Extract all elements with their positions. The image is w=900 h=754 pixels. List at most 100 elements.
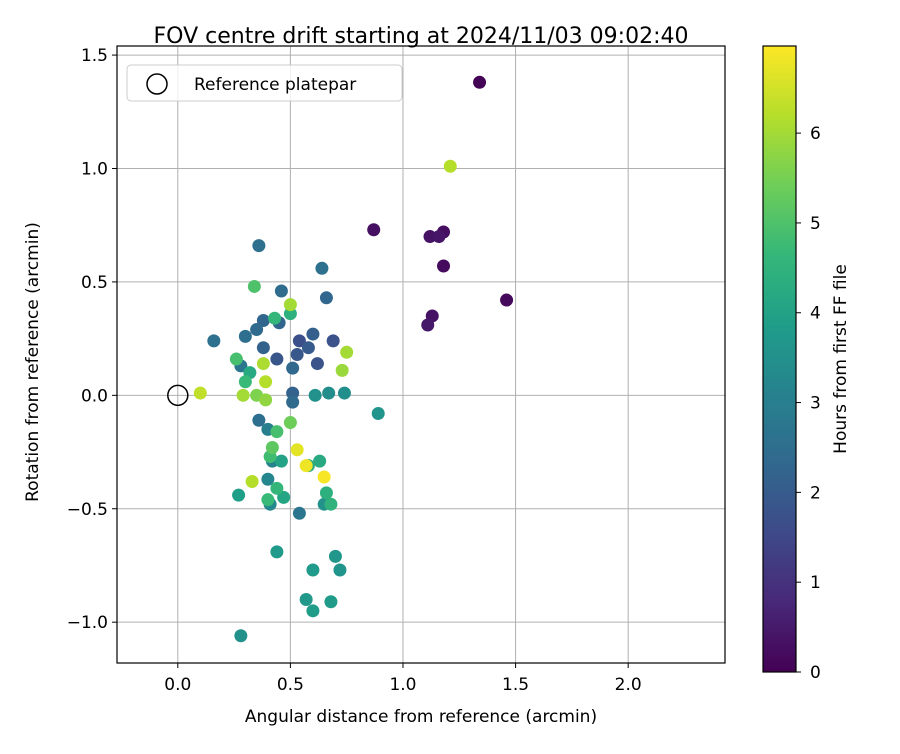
x-tick-label: 2.0 — [615, 675, 642, 695]
data-point — [306, 604, 320, 618]
data-point — [306, 563, 320, 577]
data-point — [290, 443, 304, 457]
data-point — [252, 413, 266, 427]
data-point — [270, 481, 284, 495]
data-point — [229, 352, 243, 366]
data-point — [238, 329, 252, 343]
data-point — [437, 259, 451, 273]
data-point — [286, 386, 300, 400]
data-points — [193, 75, 514, 643]
colorbar — [762, 45, 797, 673]
y-tick-label: −0.5 — [67, 500, 108, 520]
data-point — [268, 311, 282, 325]
colorbar-tick-label: 2 — [810, 483, 821, 503]
data-point — [252, 239, 266, 253]
data-point — [274, 454, 288, 468]
data-point — [283, 307, 297, 321]
data-point — [245, 475, 259, 489]
y-tick-label: 1.0 — [81, 159, 108, 179]
data-point — [317, 470, 331, 484]
data-point — [322, 386, 336, 400]
colorbar-label: Hours from first FF file — [831, 264, 851, 454]
data-point — [299, 592, 313, 606]
data-point — [283, 416, 297, 430]
data-point — [473, 75, 487, 89]
data-point — [324, 497, 338, 511]
x-tick-label: 1.5 — [502, 675, 529, 695]
data-point — [270, 352, 284, 366]
data-point — [234, 629, 248, 643]
colorbar-ticks: 0 1 2 3 4 5 6 — [796, 124, 821, 683]
data-point — [292, 334, 306, 348]
colorbar-tick-label: 5 — [810, 214, 821, 234]
y-axis-label: Rotation from reference (arcmin) — [23, 222, 43, 502]
x-tick-label: 0.0 — [164, 675, 191, 695]
chart-title: FOV centre drift starting at 2024/11/03 … — [154, 24, 689, 49]
data-point — [337, 386, 351, 400]
data-point — [274, 284, 288, 298]
data-point — [236, 388, 250, 402]
data-point — [259, 393, 273, 407]
data-point — [500, 293, 514, 307]
y-axis-ticks: −1.0 −0.5 0.0 0.5 1.0 1.5 — [67, 46, 117, 633]
data-point — [432, 230, 446, 244]
legend-open-circle-icon — [146, 73, 168, 95]
data-point — [310, 357, 324, 371]
data-point — [247, 279, 261, 293]
data-point — [324, 595, 338, 609]
data-point — [340, 345, 354, 359]
data-point — [319, 486, 333, 500]
data-point — [261, 472, 275, 486]
axes-frame — [116, 45, 726, 664]
data-point — [301, 341, 315, 355]
data-point — [335, 363, 349, 377]
colorbar-tick-label: 0 — [810, 663, 821, 683]
data-point — [283, 298, 297, 312]
data-point — [328, 549, 342, 563]
y-tick-label: 0.5 — [81, 273, 108, 293]
colorbar-tick-label: 1 — [810, 573, 821, 593]
data-point — [326, 334, 340, 348]
legend-box — [126, 64, 403, 102]
data-point — [292, 506, 306, 520]
x-axis-label: Angular distance from reference (arcmin) — [245, 707, 597, 727]
x-tick-label: 0.5 — [277, 675, 304, 695]
data-point — [207, 334, 221, 348]
data-point — [306, 327, 320, 341]
data-point — [256, 313, 270, 327]
data-point — [308, 388, 322, 402]
legend-label-reference-platepar: Reference platepar — [194, 75, 356, 95]
data-point — [333, 563, 347, 577]
data-point — [443, 159, 457, 173]
data-point — [261, 493, 275, 507]
legend: Reference platepar — [126, 64, 403, 102]
y-tick-label: 1.5 — [81, 46, 108, 66]
data-point — [371, 406, 385, 420]
x-axis-ticks: 0.0 0.5 1.0 1.5 2.0 — [164, 663, 642, 695]
data-point — [250, 323, 264, 337]
data-point — [265, 441, 279, 455]
data-point — [193, 386, 207, 400]
data-point — [313, 454, 327, 468]
colorbar-tick-label: 6 — [810, 124, 821, 144]
data-point — [256, 357, 270, 371]
y-tick-label: 0.0 — [81, 386, 108, 406]
data-point — [315, 261, 329, 275]
colorbar-tick-label: 4 — [810, 304, 821, 324]
data-point — [256, 341, 270, 355]
data-point — [270, 545, 284, 559]
colorbar-tick-label: 3 — [810, 394, 821, 414]
data-point — [423, 230, 437, 244]
y-tick-label: −1.0 — [67, 613, 108, 633]
reference-platepar-marker — [167, 384, 189, 407]
data-point — [299, 459, 313, 473]
data-point — [277, 490, 291, 504]
data-point — [232, 488, 246, 502]
x-tick-label: 1.0 — [389, 675, 416, 695]
data-point — [238, 375, 252, 389]
data-point — [319, 291, 333, 305]
data-point — [270, 425, 284, 439]
